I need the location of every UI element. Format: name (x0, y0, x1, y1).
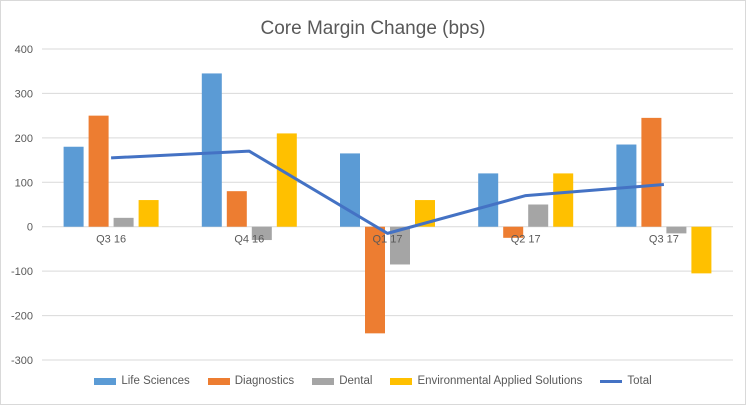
legend-label: Life Sciences (121, 375, 190, 387)
bar-life-sciences (63, 146, 84, 227)
bar-environmental-applied-solutions (553, 173, 574, 227)
bar-diagnostics (503, 226, 524, 238)
y-tick-label: 200 (15, 133, 33, 145)
y-tick-label: -100 (11, 266, 33, 278)
y-tick-label: 300 (15, 88, 33, 100)
bar-diagnostics (641, 117, 662, 227)
legend-label: Environmental Applied Solutions (417, 375, 583, 387)
bar-dental (251, 226, 272, 241)
legend-swatch (312, 377, 335, 385)
legend: Life Sciences Diagnostics Dental Environmen… (0, 375, 746, 387)
line-total (111, 149, 665, 235)
y-tick-label: 100 (15, 177, 33, 189)
legend-label: Total (627, 375, 652, 387)
bar-environmental-applied-solutions (691, 226, 712, 274)
legend-swatch (207, 377, 230, 385)
x-tick-label: Q3 16 (96, 234, 126, 246)
legend-label: Dental (339, 375, 373, 387)
y-tick-label: -300 (11, 355, 33, 367)
x-tick-label: Q1 17 (373, 234, 403, 246)
bar-dental (528, 204, 549, 227)
bar-environmental-applied-solutions (138, 200, 159, 227)
legend-item: Dental (312, 375, 372, 387)
y-tick-label: -200 (11, 311, 33, 323)
legend-item: Total (600, 375, 652, 387)
bar-environmental-applied-solutions (276, 133, 297, 227)
bar-life-sciences (616, 144, 637, 227)
legend-item: Diagnostics (207, 375, 295, 387)
x-tick-label: Q3 17 (649, 234, 679, 246)
x-tick-label: Q2 17 (511, 234, 541, 246)
legend-item: Life Sciences (94, 375, 190, 387)
bar-diagnostics (365, 226, 385, 334)
chart-title: Core Margin Change (bps) (260, 18, 486, 39)
y-tick-label: 400 (15, 44, 33, 56)
x-tick-label: Q4 16 (234, 234, 264, 246)
bar-diagnostics (226, 191, 247, 227)
y-tick-label: 0 (27, 222, 33, 234)
bar-environmental-applied-solutions (415, 200, 435, 227)
bar-dental (113, 217, 134, 227)
bar-life-sciences (201, 73, 222, 227)
legend-label: Diagnostics (234, 375, 295, 387)
bar-life-sciences (478, 173, 499, 227)
legend-item: Environmental Applied Solutions (390, 375, 582, 387)
legend-swatch (390, 377, 413, 385)
bar-dental (666, 226, 687, 234)
legend-swatch (94, 377, 117, 385)
bar-diagnostics (88, 115, 109, 227)
bar-dental (390, 226, 410, 265)
legend-swatch (600, 379, 623, 383)
